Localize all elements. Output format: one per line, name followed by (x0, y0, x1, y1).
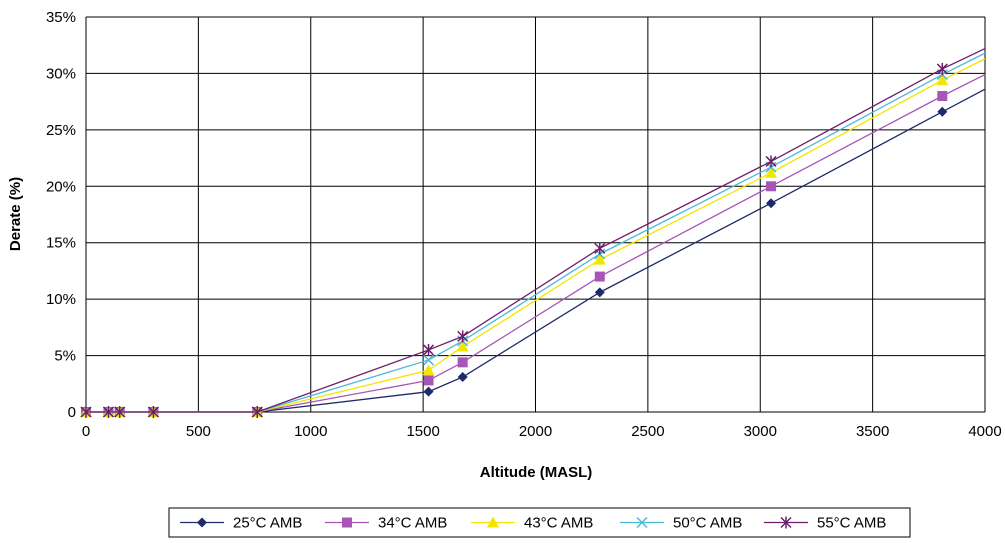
data-point (147, 406, 159, 418)
legend-item: 25°C AMB (180, 515, 302, 532)
data-point (423, 375, 434, 386)
legend: 25°C AMB 34°C AMB 43°C AMB 50°C AMB 55°C AMB (168, 507, 911, 538)
y-tick-label: 25% (46, 122, 76, 139)
data-point (765, 166, 778, 178)
data-point (422, 364, 435, 376)
legend-item: 34°C AMB (325, 515, 447, 532)
legend-item: 43°C AMB (471, 515, 593, 532)
data-point (197, 517, 207, 528)
x-tick-label: 4000 (968, 423, 1001, 440)
data-point (594, 242, 606, 255)
data-point (593, 253, 606, 265)
x-tick-label: 3000 (744, 423, 777, 440)
data-point (457, 357, 468, 368)
y-tick-label: 5% (54, 348, 76, 365)
x-tick-label: 2000 (519, 423, 552, 440)
legend-label: 25°C AMB (233, 515, 302, 532)
x-tick-label: 0 (82, 423, 90, 440)
x-tick-label: 1500 (406, 423, 439, 440)
y-tick-label: 30% (46, 65, 76, 82)
legend-label: 55°C AMB (817, 515, 886, 532)
data-point (937, 106, 948, 117)
x-tick-label: 2500 (631, 423, 664, 440)
data-point (765, 155, 777, 168)
x-axis-label: Altitude (MASL) (480, 464, 592, 481)
data-point (594, 287, 605, 298)
legend-item: 50°C AMB (620, 515, 742, 532)
data-point (636, 516, 648, 529)
legend-label: 50°C AMB (673, 515, 742, 532)
data-point (766, 181, 777, 192)
data-point (114, 406, 126, 418)
data-point (456, 340, 469, 352)
data-point (487, 516, 499, 528)
legend-item: 55°C AMB (764, 515, 886, 532)
y-axis-label: Derate (%) (7, 177, 24, 251)
legend-label: 34°C AMB (378, 515, 447, 532)
y-tick-label: 0 (68, 404, 76, 421)
y-tick-label: 35% (46, 9, 76, 26)
y-tick-label: 20% (46, 178, 76, 195)
data-point (423, 386, 434, 397)
y-tick-label: 15% (46, 235, 76, 252)
series-layer (80, 48, 986, 418)
data-point (937, 91, 948, 101)
data-point (766, 198, 777, 209)
x-tick-label: 3500 (856, 423, 889, 440)
x-tick-label: 500 (186, 423, 211, 440)
legend-label: 43°C AMB (524, 515, 593, 532)
data-point (457, 372, 468, 383)
grid-lines (85, 16, 986, 413)
data-point (80, 406, 92, 418)
data-point (422, 354, 435, 366)
data-point (422, 343, 435, 356)
data-point (936, 62, 948, 75)
data-point (342, 517, 352, 528)
data-point (594, 271, 605, 282)
data-point (780, 516, 792, 529)
tick-labels: 0 500 1000 1500 2000 2500 3000 3500 4000 0 5% 10% 15… (46, 9, 1002, 440)
data-point (251, 406, 263, 418)
data-point (457, 330, 469, 343)
x-tick-label: 1000 (294, 423, 327, 440)
data-point (936, 74, 949, 86)
y-tick-label: 10% (46, 291, 76, 308)
data-point (102, 406, 115, 418)
